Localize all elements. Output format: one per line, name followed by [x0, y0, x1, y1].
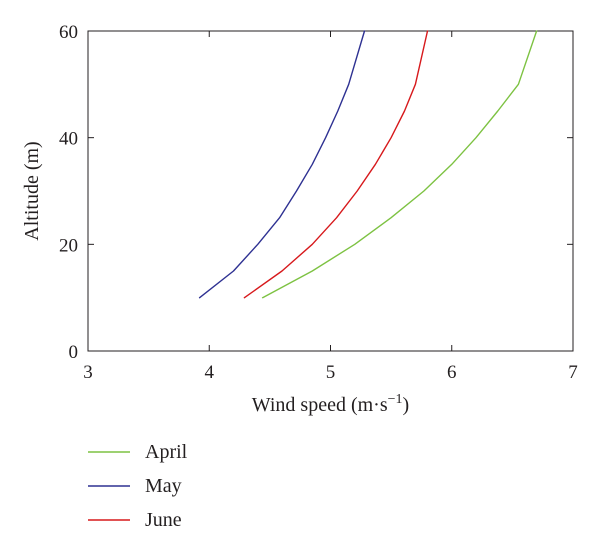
x-tick-label: 3 — [83, 362, 93, 383]
plot-area — [87, 30, 574, 352]
legend-item-may: May — [88, 475, 182, 497]
x-tick-label: 7 — [568, 362, 578, 383]
x-tick-label: 5 — [326, 362, 336, 383]
x-axis-title-suffix: ) — [403, 394, 410, 416]
legend-label: June — [145, 509, 182, 531]
legend-item-april: April — [88, 441, 188, 463]
x-tick-label: 6 — [447, 362, 457, 383]
ticks-layer: 3 4 5 6 7 0 20 40 60 — [59, 22, 578, 383]
series-line-june — [243, 30, 429, 299]
x-axis-title: Wind speed (m·s−1) — [252, 392, 409, 416]
legend-item-june: June — [88, 509, 182, 531]
legend-label: April — [145, 441, 188, 463]
x-tick-label: 4 — [205, 362, 215, 383]
series-layer — [198, 30, 538, 299]
plot-frame — [87, 30, 574, 352]
series-line-may — [198, 30, 366, 299]
x-axis-title-text: Wind speed (m·s — [252, 394, 388, 416]
y-tick-label: 0 — [69, 342, 79, 363]
legend-label: May — [145, 475, 182, 497]
y-tick-label: 20 — [59, 235, 78, 256]
legend: April May June — [88, 441, 188, 531]
y-tick-label: 60 — [59, 22, 78, 43]
x-axis-title-superscript: −1 — [388, 392, 403, 407]
series-line-april — [261, 30, 538, 299]
y-tick-label: 40 — [59, 129, 78, 150]
y-axis-title: Altitude (m) — [21, 141, 43, 240]
